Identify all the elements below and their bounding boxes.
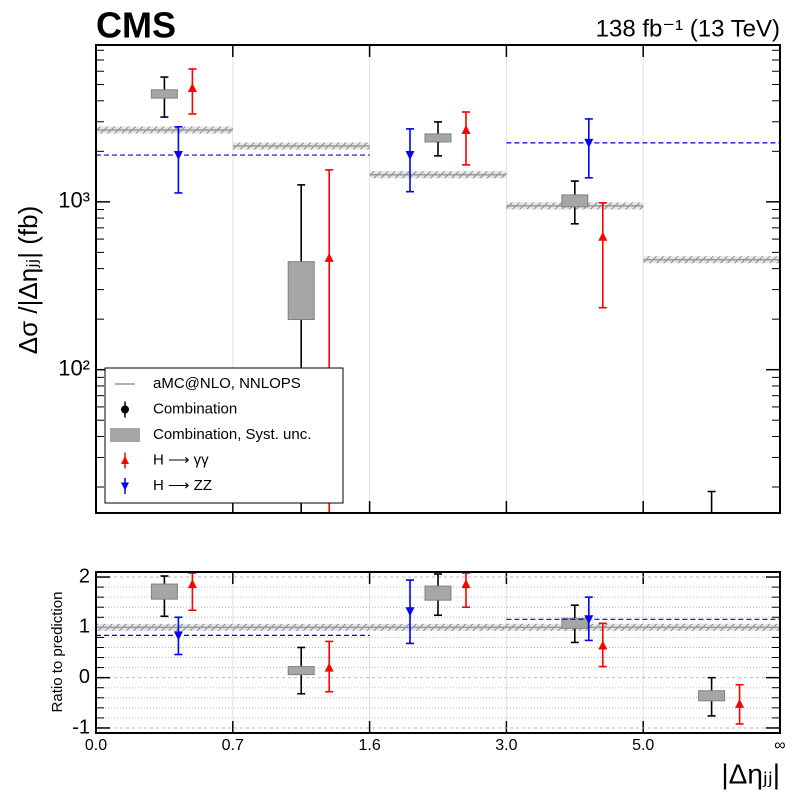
x-axis-label: |Δηⱼⱼ| <box>721 758 780 789</box>
y-tick-label: 10³ <box>58 188 90 213</box>
point-marker <box>461 579 471 589</box>
y-tick-label: 10² <box>58 355 90 380</box>
syst-box <box>287 261 315 321</box>
syst-box <box>150 583 178 600</box>
plot-area <box>96 68 780 574</box>
legend-label: aMC@NLO, NNLOPS <box>153 375 301 392</box>
y-tick-label: -1 <box>72 716 90 738</box>
point-marker <box>584 615 594 625</box>
x-tick-label: 3.0 <box>495 737 517 754</box>
x-tick-label: 5.0 <box>632 737 654 754</box>
syst-box <box>561 617 589 629</box>
syst-box <box>561 194 589 208</box>
experiment-label: CMS <box>96 5 176 46</box>
ratio-axis-label: Ratio to prediction <box>49 592 66 713</box>
y-axis-label: Δσ /|Δηⱼⱼ| (fb) <box>13 206 43 355</box>
point-marker <box>324 662 334 672</box>
point-marker <box>173 151 183 161</box>
point-marker <box>735 698 745 708</box>
y-tick-label: 2 <box>79 565 90 587</box>
y-tick-label: 1 <box>79 616 90 638</box>
point-marker <box>584 138 594 148</box>
panel-frame <box>95 571 781 734</box>
point-marker <box>405 607 415 617</box>
point-marker <box>187 82 197 92</box>
point-marker <box>405 151 415 161</box>
x-tick-label: 0.7 <box>222 737 244 754</box>
legend-box <box>104 367 344 504</box>
x-tick-label: 0.0 <box>85 737 107 754</box>
syst-box <box>698 690 726 702</box>
syst-box <box>287 666 315 676</box>
legend-label: H ⟶ ZZ <box>153 477 212 494</box>
x-tick-label: ∞ <box>774 737 785 754</box>
syst-box <box>424 585 452 601</box>
luminosity-label: 138 fb⁻¹ (13 TeV) <box>596 15 780 42</box>
legend-symbol <box>121 456 129 464</box>
legend-symbol <box>121 405 129 414</box>
legend-symbol <box>121 482 129 491</box>
point-marker <box>324 252 334 262</box>
point-marker <box>598 640 608 650</box>
y-tick-label: 0 <box>79 666 90 688</box>
point-marker <box>461 124 471 134</box>
panel-frame <box>95 44 781 514</box>
legend-label: Combination <box>153 400 237 417</box>
syst-box <box>150 89 178 99</box>
legend-label: H ⟶ γγ <box>153 451 209 468</box>
syst-box <box>699 573 725 574</box>
legend-label: Combination, Syst. unc. <box>153 426 311 443</box>
point-marker <box>187 579 197 589</box>
syst-box <box>424 133 452 143</box>
point-marker <box>598 231 608 241</box>
plot-area <box>96 572 780 725</box>
point-marker <box>173 631 183 641</box>
legend-symbol <box>110 428 140 442</box>
x-tick-label: 1.6 <box>358 737 380 754</box>
